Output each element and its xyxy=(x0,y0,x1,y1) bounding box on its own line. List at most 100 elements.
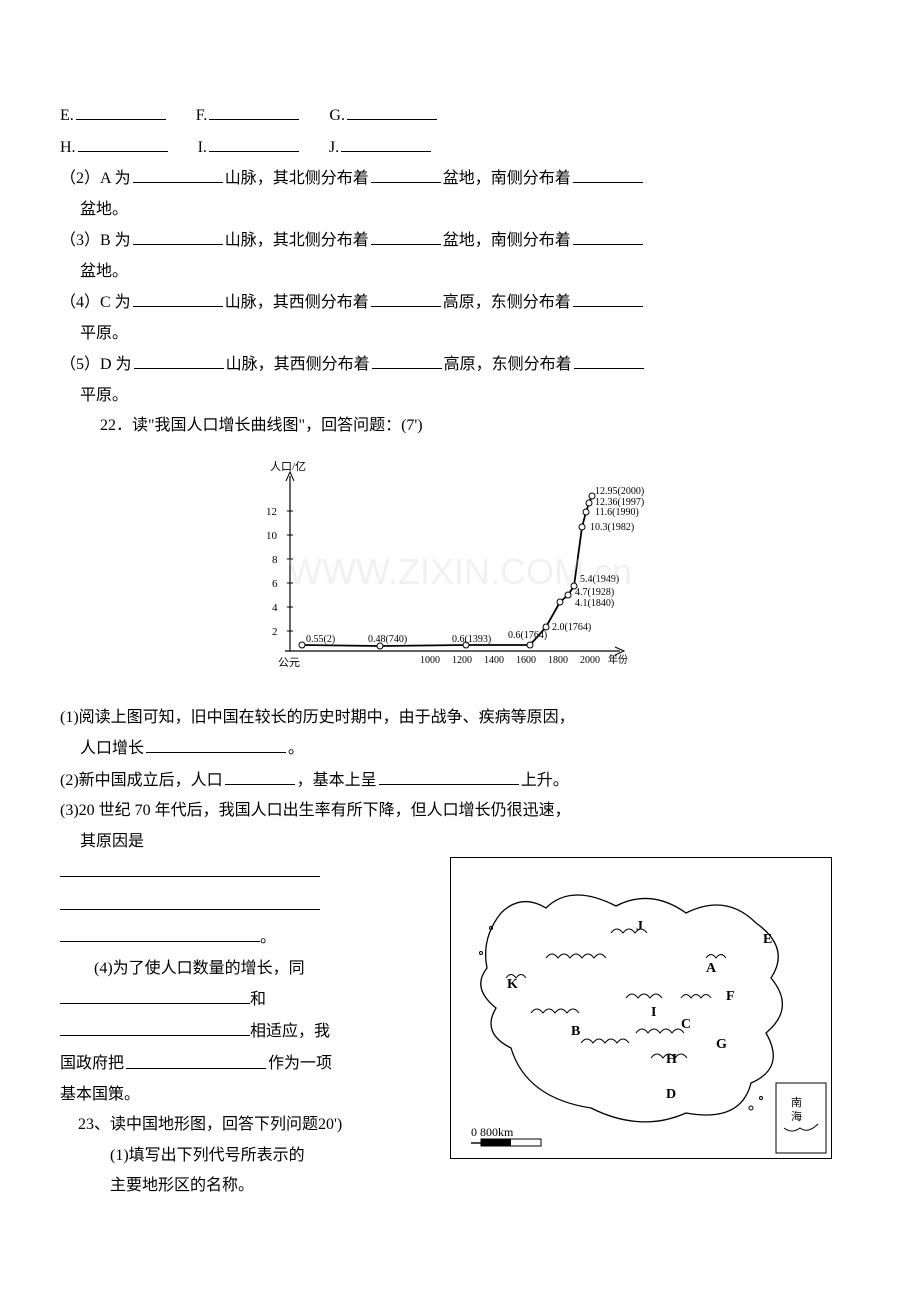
svg-text:10: 10 xyxy=(266,530,278,542)
blank-q22-4b[interactable] xyxy=(60,1016,250,1036)
blank-q4-1[interactable] xyxy=(133,287,223,307)
q22-1a: (1)阅读上图可知，旧中国在较长的历史时期中，由于战争、疾病等原因， xyxy=(60,703,860,733)
blank-q22-4c[interactable] xyxy=(126,1048,266,1068)
q4-line2: 平原。 xyxy=(80,319,860,349)
svg-text:0.6(1764): 0.6(1764) xyxy=(508,630,547,641)
label-e: E. xyxy=(60,107,74,124)
svg-text:1000: 1000 xyxy=(420,655,440,666)
svg-text:K: K xyxy=(507,977,518,992)
svg-text:人口/亿: 人口/亿 xyxy=(270,460,306,473)
svg-text:C: C xyxy=(681,1017,691,1032)
svg-text:1400: 1400 xyxy=(484,655,504,666)
svg-text:11.6(1990): 11.6(1990) xyxy=(595,507,639,518)
svg-text:G: G xyxy=(716,1037,727,1052)
q22-3b: 其原因是 xyxy=(80,827,860,857)
q2-line2: 盆地。 xyxy=(80,195,860,225)
svg-text:2000: 2000 xyxy=(580,655,600,666)
blank-h[interactable] xyxy=(78,132,168,152)
q3-line1: （3）B 为山脉，其北侧分布着盆地，南侧分布着 xyxy=(60,225,860,257)
svg-text:4.7(1928): 4.7(1928) xyxy=(575,587,614,598)
q5-line2: 平原。 xyxy=(80,381,860,411)
china-map: A B C D E F G H I J K 南 海 0 xyxy=(450,857,832,1159)
blank-g[interactable] xyxy=(347,100,437,120)
svg-text:2: 2 xyxy=(272,626,278,638)
blank-q2-2[interactable] xyxy=(371,163,441,183)
q22-2: (2)新中国成立后，人口，基本上呈上升。 xyxy=(60,765,860,797)
blank-e[interactable] xyxy=(76,100,166,120)
q23-1a: (1)填写出下列代号所表示的 xyxy=(110,1141,432,1171)
blank-q22-2a[interactable] xyxy=(225,765,295,785)
svg-text:B: B xyxy=(571,1024,580,1039)
population-chart: WWW.ZIXIN.COM.cn 人口/亿 2 4 6 8 10 12 公元 1… xyxy=(60,456,860,687)
q5-line1: （5）D 为山脉，其西侧分布着高原，东侧分布着 xyxy=(60,349,860,381)
blank-q22-1[interactable] xyxy=(146,733,286,753)
blank-q22-4a[interactable] xyxy=(60,984,250,1004)
q22-4d: 基本国策。 xyxy=(60,1080,432,1110)
svg-text:2.0(1764): 2.0(1764) xyxy=(552,622,591,633)
two-col-section: 。 (4)为了使人口数量的增长，同 和 相适应，我 国政府把作为一项 基本国策。… xyxy=(60,857,860,1201)
blank-q2-1[interactable] xyxy=(133,163,223,183)
svg-text:I: I xyxy=(651,1005,656,1020)
row-efg: E. F. G. xyxy=(60,100,860,132)
svg-text:8: 8 xyxy=(272,554,278,566)
svg-text:10.3(1982): 10.3(1982) xyxy=(590,522,634,533)
svg-text:J: J xyxy=(636,919,643,934)
svg-text:F: F xyxy=(726,989,735,1004)
chart-svg: 人口/亿 2 4 6 8 10 12 公元 1000 1200 1400 160… xyxy=(230,456,690,676)
q4-line1: （4）C 为山脉，其西侧分布着高原，东侧分布着 xyxy=(60,287,860,319)
svg-text:0.6(1393): 0.6(1393) xyxy=(452,634,491,645)
svg-text:1200: 1200 xyxy=(452,655,472,666)
svg-text:4: 4 xyxy=(272,602,278,614)
svg-text:4.1(1840): 4.1(1840) xyxy=(575,598,614,609)
svg-text:海: 海 xyxy=(791,1109,802,1123)
q22-4a: (4)为了使人口数量的增长，同 xyxy=(94,954,432,984)
svg-text:0.48(740): 0.48(740) xyxy=(368,634,407,645)
blank-q3-2[interactable] xyxy=(371,225,441,245)
q23-title: 23、读中国地形图，回答下列问题20') xyxy=(78,1110,432,1140)
q22-4c: 国政府把作为一项 xyxy=(60,1048,432,1080)
label-g: G. xyxy=(329,107,345,124)
svg-text:H: H xyxy=(666,1052,677,1067)
row-hij: H. I. J. xyxy=(60,132,860,164)
blank-line-2[interactable] xyxy=(60,889,320,909)
svg-text:5.4(1949): 5.4(1949) xyxy=(580,574,619,585)
blank-q5-3[interactable] xyxy=(574,349,644,369)
blank-q4-2[interactable] xyxy=(371,287,441,307)
label-j: J. xyxy=(329,139,339,156)
svg-text:6: 6 xyxy=(272,578,278,590)
svg-text:1800: 1800 xyxy=(548,655,568,666)
blank-line-1[interactable] xyxy=(60,857,320,877)
svg-text:0 800km: 0 800km xyxy=(471,1125,514,1139)
blank-j[interactable] xyxy=(341,132,431,152)
blank-q22-2b[interactable] xyxy=(379,765,519,785)
svg-text:12: 12 xyxy=(266,506,277,518)
svg-text:12.95(2000): 12.95(2000) xyxy=(595,486,644,497)
q22-3a: (3)20 世纪 70 年代后，我国人口出生率有所下降，但人口增长仍很迅速， xyxy=(60,796,860,826)
q23-1b: 主要地形区的名称。 xyxy=(110,1171,432,1201)
svg-text:1600: 1600 xyxy=(516,655,536,666)
svg-text:0.55(2): 0.55(2) xyxy=(306,634,335,645)
q22-1b: 人口增长。 xyxy=(80,733,860,765)
blank-q4-3[interactable] xyxy=(573,287,643,307)
blank-line-3[interactable] xyxy=(60,922,260,942)
blank-q5-1[interactable] xyxy=(134,349,224,369)
svg-text:12.36(1997): 12.36(1997) xyxy=(595,497,644,508)
svg-text:年份: 年份 xyxy=(608,653,628,666)
blank-q2-3[interactable] xyxy=(573,163,643,183)
blank-q3-1[interactable] xyxy=(133,225,223,245)
svg-text:D: D xyxy=(666,1087,676,1102)
q2-line1: （2）A 为山脉，其北侧分布着盆地，南侧分布着 xyxy=(60,163,860,195)
svg-text:南: 南 xyxy=(791,1096,802,1109)
label-f: F. xyxy=(196,107,208,124)
label-h: H. xyxy=(60,139,76,156)
blank-f[interactable] xyxy=(209,100,299,120)
q3-line2: 盆地。 xyxy=(80,257,860,287)
blank-i[interactable] xyxy=(209,132,299,152)
q22-title: 22．读"我国人口增长曲线图"，回答问题：(7') xyxy=(100,411,860,441)
blank-q5-2[interactable] xyxy=(372,349,442,369)
blank-q3-3[interactable] xyxy=(573,225,643,245)
svg-text:公元: 公元 xyxy=(278,657,300,669)
label-i: I. xyxy=(198,139,207,156)
svg-text:A: A xyxy=(706,961,717,976)
svg-text:E: E xyxy=(763,932,772,947)
